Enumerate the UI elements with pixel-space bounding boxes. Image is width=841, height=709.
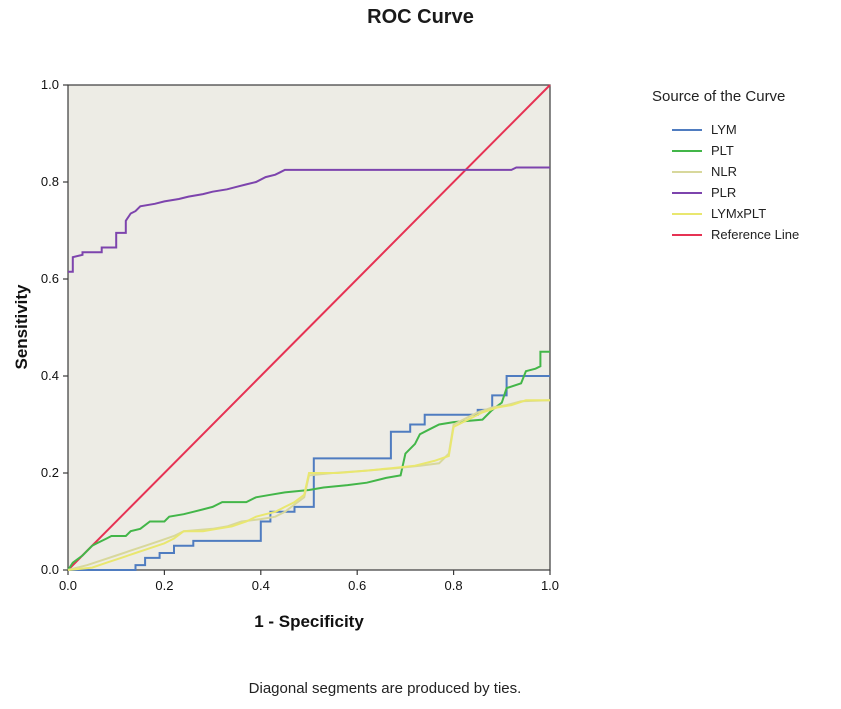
figure-caption: Diagonal segments are produced by ties. xyxy=(248,680,522,697)
y-tick-label: 1.0 xyxy=(41,77,59,92)
legend-item: NLR xyxy=(652,161,837,182)
legend-item: PLT xyxy=(652,140,837,161)
x-tick-label: 1.0 xyxy=(541,578,559,593)
y-tick-label: 0.8 xyxy=(41,174,59,189)
x-tick-label: 0.6 xyxy=(348,578,366,593)
x-axis-label: 1 - Specificity xyxy=(254,612,364,631)
legend-items: LYM PLT NLR PLR LYMxPLT Reference Line xyxy=(652,119,837,245)
legend-swatch xyxy=(672,170,702,173)
y-tick-label: 0.0 xyxy=(41,562,59,577)
series-line-plt xyxy=(67,350,550,571)
series-line-lym xyxy=(68,375,550,571)
chart-title: ROC Curve xyxy=(367,6,474,28)
series-line-nlr xyxy=(67,399,551,571)
legend-title: Source of the Curve xyxy=(652,88,786,105)
legend: Source of the Curve LYM PLT NLR PLR LYMxPLT R… xyxy=(652,88,837,245)
y-tick-label: 0.2 xyxy=(41,465,59,480)
legend-item: LYMxPLT xyxy=(652,203,837,224)
legend-label: NLR xyxy=(711,164,738,179)
roc-plot: 0.0 0.2 0.4 0.6 0.8 1.0 0.0 0.2 0.4 0.6 0.8 1.0 xyxy=(41,77,559,593)
legend-label: Reference Line xyxy=(711,227,800,242)
legend-swatch xyxy=(672,191,702,194)
legend-swatch xyxy=(672,212,702,215)
x-tick-label: 0.0 xyxy=(59,578,77,593)
legend-item: LYM xyxy=(652,119,837,140)
legend-item: Reference Line xyxy=(652,224,837,245)
legend-label: LYM xyxy=(711,122,737,137)
legend-label: PLR xyxy=(711,185,737,200)
legend-label: LYMxPLT xyxy=(711,206,767,221)
series-line-reference-line xyxy=(67,84,551,571)
y-axis-label: Sensitivity xyxy=(12,284,31,370)
legend-swatch xyxy=(672,128,702,131)
legend-item: PLR xyxy=(652,182,837,203)
x-tick-label: 0.4 xyxy=(252,578,270,593)
x-tick-label: 0.8 xyxy=(445,578,463,593)
x-tick-label: 0.2 xyxy=(155,578,173,593)
legend-swatch xyxy=(672,233,702,236)
legend-swatch xyxy=(672,149,702,152)
y-tick-label: 0.6 xyxy=(41,271,59,286)
series-line-lymxplt xyxy=(67,399,550,571)
y-tick-label: 0.4 xyxy=(41,368,59,383)
series-line-plr xyxy=(68,166,550,273)
legend-label: PLT xyxy=(711,143,734,158)
